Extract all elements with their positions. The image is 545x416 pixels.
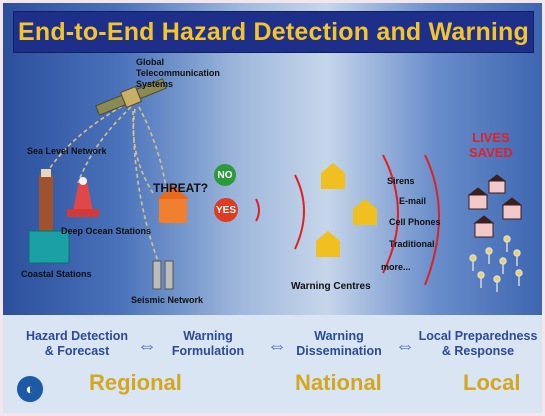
level-regional: Regional [89,370,182,395]
broadcast-arcs [255,154,440,286]
stage-local-preparedness: Local Preparedness & Response [418,329,538,358]
slide: End-to-End Hazard Detection and Warning [3,3,542,413]
organization-logo: ◐ [15,374,45,404]
community-houses [467,174,523,238]
channel-cell-phones: Cell Phones [389,217,441,227]
yes-label: YES [215,204,236,216]
slide-title: End-to-End Hazard Detection and Warning [17,17,530,46]
lives-saved-label: LIVES SAVED [469,130,513,160]
level-national: National [295,370,382,395]
double-arrow-icon: ⇔ [137,335,157,357]
coastal-station-icon [28,230,70,264]
scene-graphics [28,78,523,292]
double-arrow-icon: ⇔ [267,335,287,357]
satellite-icon [95,78,167,116]
label-sea-level-network: Sea Level Network [27,146,107,156]
no-label: NO [217,169,233,181]
people-icons [469,235,523,292]
label-deep-ocean-stations: Deep Ocean Stations [61,226,152,236]
signal-links [47,102,169,262]
warning-centre-houses [316,163,377,257]
channel-more: more... [381,262,411,272]
level-local: Local [463,370,521,395]
logo-mark-icon: ◐ [25,380,35,398]
deep-ocean-buoy-icon [67,177,99,217]
yes-badge: YES [214,198,238,222]
channel-traditional: Traditional [389,239,435,249]
no-badge: NO [214,164,236,186]
label-warning-centres: Warning Centres [291,281,371,292]
channel-email: E-mail [399,196,427,206]
title-bar: End-to-End Hazard Detection and Warning [13,11,534,53]
double-arrow-icon: ⇔ [395,335,415,357]
label-threat: THREAT? [153,181,209,195]
stage-warning-dissemination: Warning Dissemination [296,329,382,358]
threat-house-icon [157,185,189,223]
sea-level-tower-icon [36,169,56,236]
stage-warning-formulation: Warning Formulation [171,329,245,358]
stage-hazard-detection: Hazard Detection & Forecast [25,329,129,358]
label-seismic-network: Seismic Network [131,295,204,305]
seismic-sensor-icon [152,260,174,290]
stage-band [3,315,542,413]
label-satellite: Global Telecommunication Systems [136,57,220,89]
channel-sirens: Sirens [387,176,415,186]
label-coastal-stations: Coastal Stations [21,269,92,279]
